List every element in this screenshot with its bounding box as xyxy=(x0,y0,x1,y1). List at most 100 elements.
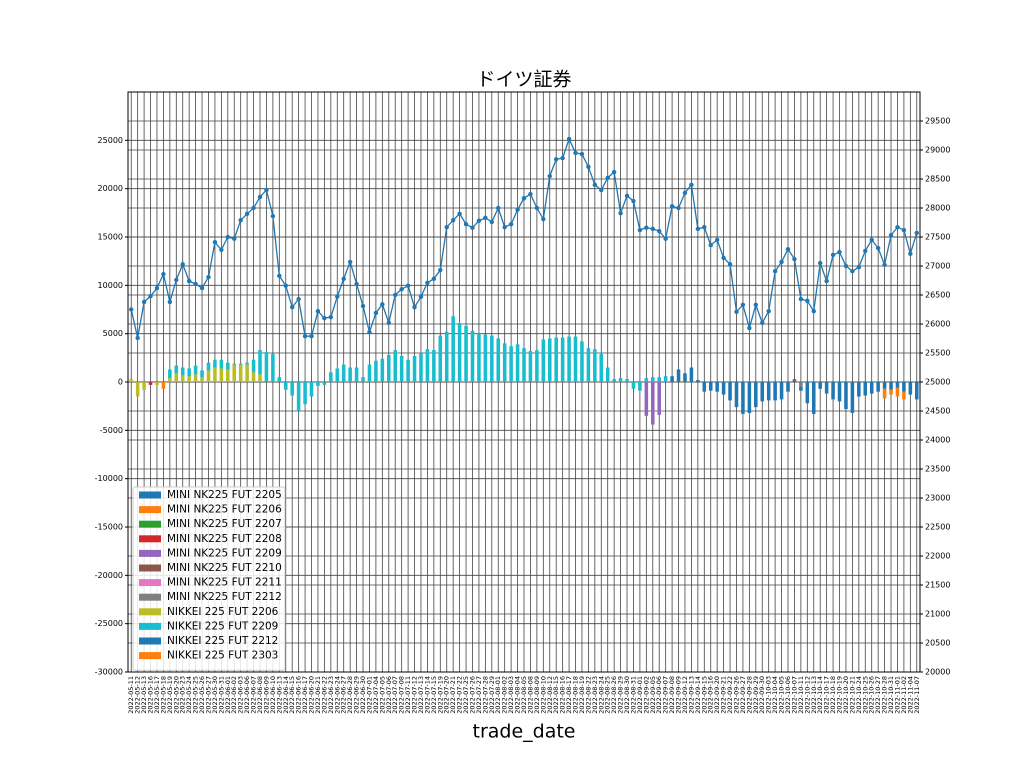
bar xyxy=(335,368,340,382)
bar xyxy=(915,382,919,400)
bar xyxy=(857,382,861,397)
y2-tick-label: 21000 xyxy=(925,610,950,619)
x-tick-label: 2022-08-19 xyxy=(578,676,586,714)
bar xyxy=(509,346,513,382)
bar xyxy=(882,388,887,399)
x-tick-label: 2022-08-01 xyxy=(494,676,502,714)
price-marker xyxy=(399,287,404,292)
x-tick-label: 2022-07-06 xyxy=(385,676,393,714)
price-marker xyxy=(174,277,179,283)
price-marker xyxy=(515,207,520,212)
bar xyxy=(213,367,217,382)
price-marker xyxy=(637,227,643,233)
price-marker xyxy=(657,229,662,234)
price-marker xyxy=(760,320,765,326)
price-marker xyxy=(212,240,218,245)
x-tick-label: 2022-08-29 xyxy=(617,676,625,714)
bar xyxy=(406,359,410,382)
x-tick-label: 2022-10-31 xyxy=(887,676,895,714)
x-tick-label: 2022-10-11 xyxy=(797,676,805,714)
price-marker xyxy=(618,211,623,216)
price-marker xyxy=(412,304,417,310)
x-tick-label: 2022-08-26 xyxy=(610,676,618,714)
price-marker xyxy=(695,226,701,232)
price-marker xyxy=(444,224,449,230)
y2-tick-label: 28500 xyxy=(925,175,950,184)
y2-tick-label: 25000 xyxy=(925,378,950,387)
x-tick-label: 2022-07-25 xyxy=(462,676,470,714)
bar xyxy=(380,358,385,382)
bar xyxy=(451,316,455,382)
bar xyxy=(586,348,591,382)
bar xyxy=(226,362,230,370)
bar xyxy=(174,365,179,374)
y-tick-label: -20000 xyxy=(95,571,123,580)
bar xyxy=(129,379,133,382)
bar xyxy=(470,330,475,382)
bar xyxy=(844,382,848,410)
bar xyxy=(651,382,655,425)
x-tick-label: 2022-08-02 xyxy=(501,676,509,714)
legend-swatch xyxy=(139,535,161,543)
y-tick-label: 15000 xyxy=(98,233,123,242)
bar xyxy=(180,367,185,376)
x-tick-label: 2022-10-04 xyxy=(771,676,779,714)
x-tick-label: 2022-10-13 xyxy=(810,676,818,714)
bar xyxy=(251,372,256,382)
y2-tick-label: 21500 xyxy=(925,581,950,590)
bar xyxy=(657,382,661,415)
x-tick-label: 2022-07-15 xyxy=(430,676,438,714)
price-marker xyxy=(161,271,166,277)
bar xyxy=(895,387,900,397)
y2-tick-label: 26000 xyxy=(925,320,950,329)
x-tick-label: 2022-09-16 xyxy=(707,676,715,714)
bar xyxy=(754,382,758,408)
bar xyxy=(457,323,462,382)
price-marker xyxy=(277,273,282,279)
bar xyxy=(271,353,275,382)
legend-swatch xyxy=(139,622,161,630)
bar xyxy=(895,382,900,388)
bar xyxy=(348,367,352,382)
bar xyxy=(741,382,745,414)
legend-label: MINI NK225 FUT 2205 xyxy=(167,489,282,501)
price-marker xyxy=(347,259,353,265)
bar xyxy=(206,362,211,371)
x-tick-label: 2022-10-26 xyxy=(868,676,876,714)
y2-tick-label: 23500 xyxy=(925,465,950,474)
x-tick-label: 2022-05-17 xyxy=(153,676,161,714)
price-marker xyxy=(438,267,443,273)
x-tick-label: 2022-10-07 xyxy=(790,676,798,714)
price-marker xyxy=(914,230,919,236)
price-marker xyxy=(792,256,797,262)
x-tick-label: 2022-06-07 xyxy=(250,676,258,714)
bar xyxy=(889,382,893,390)
price-marker xyxy=(901,227,907,233)
bar xyxy=(599,353,604,382)
x-tick-label: 2022-09-26 xyxy=(732,676,740,714)
price-marker xyxy=(824,278,829,284)
price-marker xyxy=(650,226,655,232)
bar xyxy=(354,367,359,382)
x-tick-label: 2022-07-28 xyxy=(481,676,489,714)
price-marker xyxy=(167,299,173,305)
price-marker xyxy=(521,195,527,201)
x-tick-label: 2022-06-16 xyxy=(295,676,303,714)
legend-swatch xyxy=(139,506,161,514)
price-marker xyxy=(676,205,681,211)
price-marker xyxy=(508,222,514,227)
bar xyxy=(515,344,520,382)
bar xyxy=(837,382,842,402)
y-tick-label: -10000 xyxy=(95,474,123,483)
bar xyxy=(496,338,501,382)
x-tick-label: 2022-07-13 xyxy=(417,676,425,714)
bar xyxy=(187,376,191,382)
bar xyxy=(747,382,752,413)
price-marker xyxy=(496,205,501,211)
x-tick-label: 2022-06-20 xyxy=(308,676,316,714)
bar xyxy=(786,382,790,392)
x-axis-label: trade_date xyxy=(473,721,576,743)
bar xyxy=(541,339,546,382)
bar xyxy=(213,359,217,368)
